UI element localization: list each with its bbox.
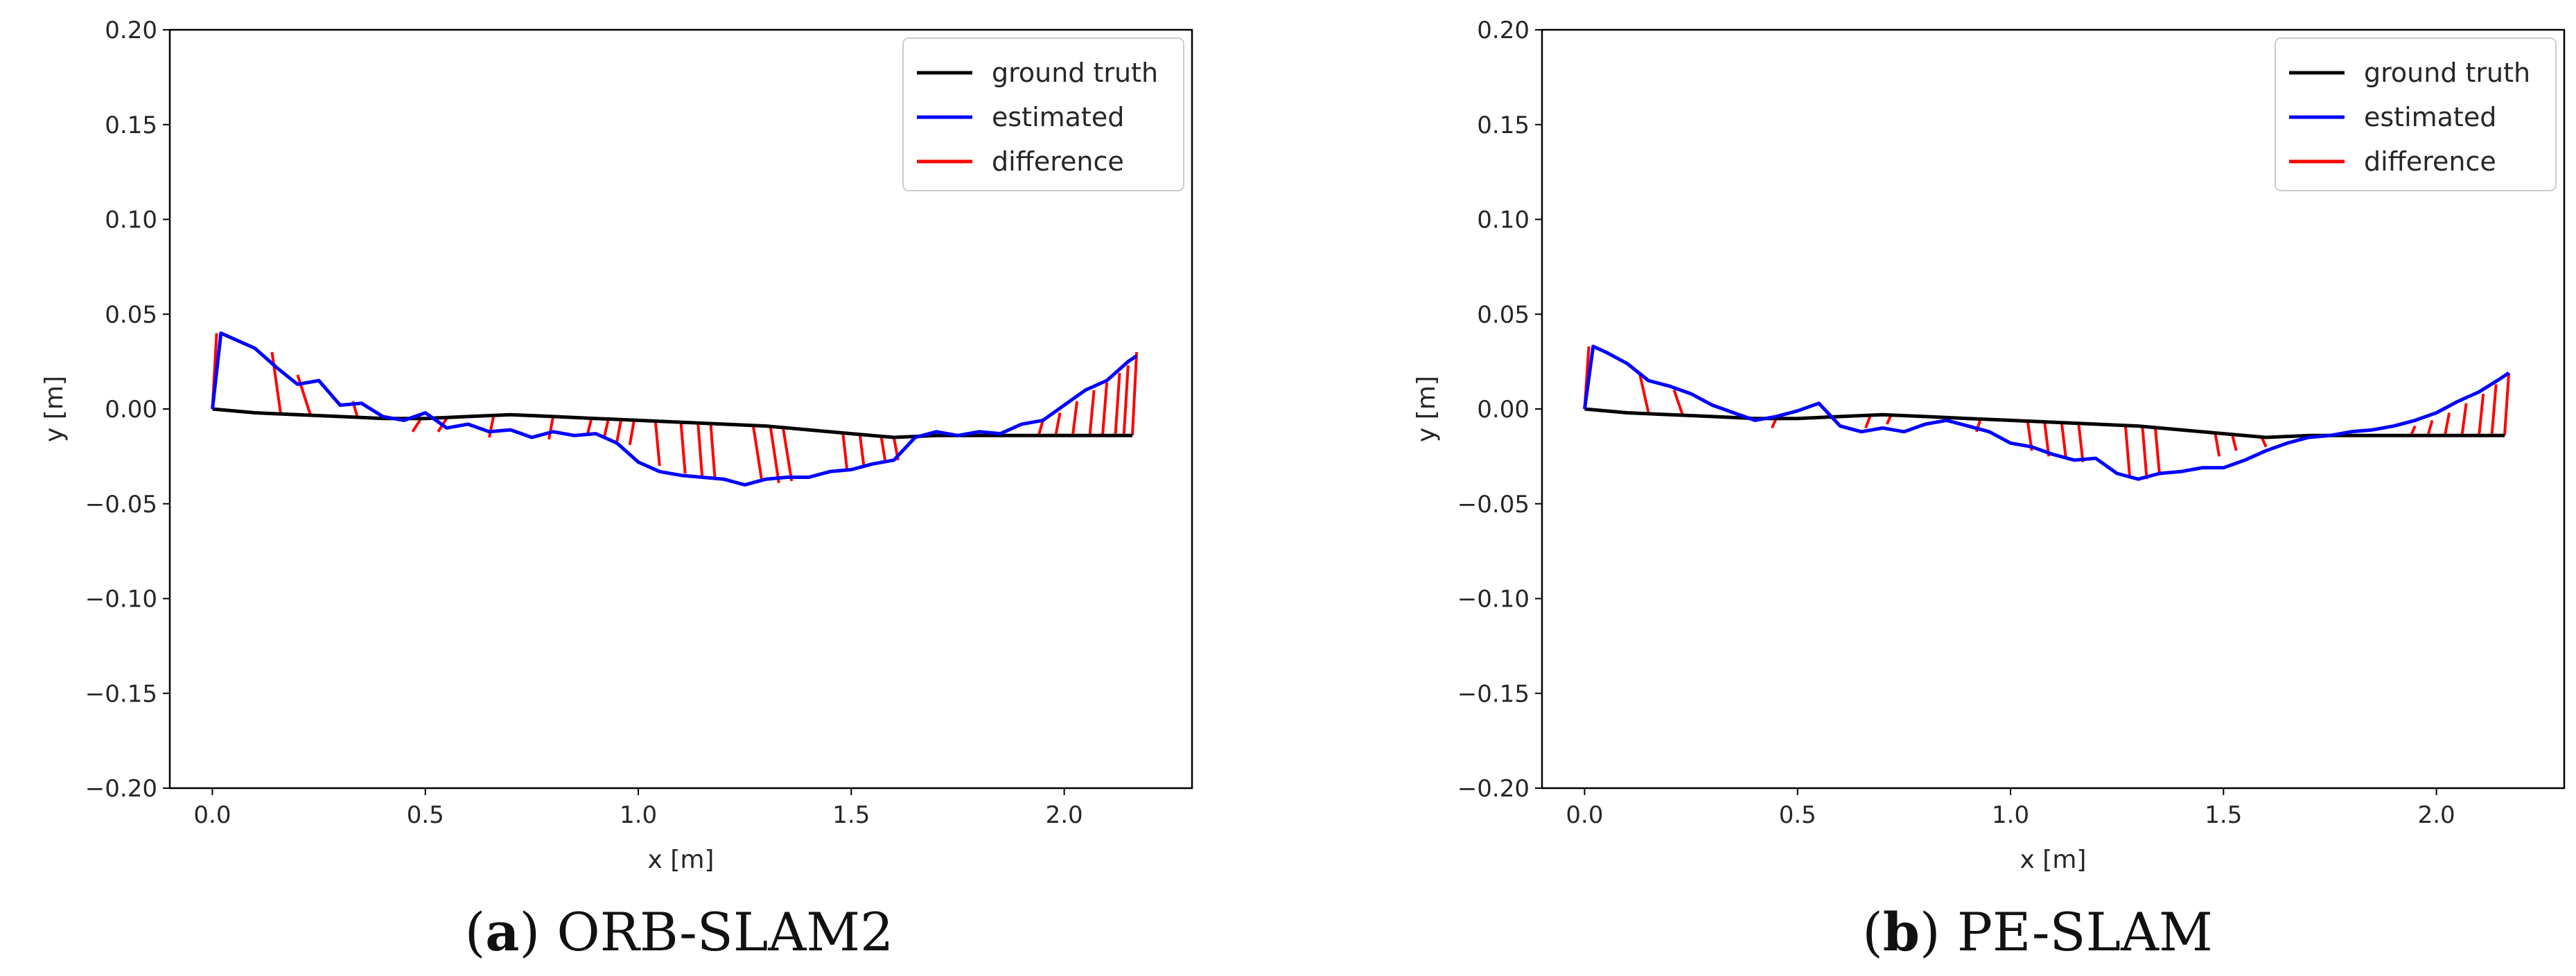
- x-axis-label: x [m]: [2020, 846, 2087, 874]
- difference-segment: [2260, 437, 2268, 448]
- difference-segment: [2460, 403, 2468, 436]
- y-tick-label: 0.10: [105, 207, 157, 234]
- difference-segment: [1638, 374, 1650, 413]
- difference-segment: [2443, 412, 2451, 436]
- difference-segment: [270, 351, 282, 413]
- difference-segment: [2141, 428, 2148, 480]
- difference-segment: [2123, 426, 2132, 478]
- difference-segment: [654, 420, 661, 467]
- x-tick-label: 0.5: [407, 801, 444, 829]
- y-tick-label: 0.00: [1477, 396, 1530, 424]
- difference-segment: [841, 431, 849, 470]
- y-axis-label: y [m]: [1412, 376, 1441, 442]
- estimated-line: [211, 331, 1138, 487]
- x-tick-label: 0.0: [1566, 801, 1603, 829]
- y-tick-label: 0.20: [1477, 17, 1530, 44]
- caption-b-letter: b: [1882, 901, 1920, 963]
- x-tick-label: 1.5: [832, 801, 870, 829]
- y-axis-label: y [m]: [40, 376, 69, 442]
- x-tick-label: 2.0: [2418, 801, 2455, 829]
- y-tick-label: −0.10: [85, 586, 157, 613]
- x-tick-label: 0.5: [1779, 801, 1816, 829]
- ground-truth-line: [1584, 407, 2505, 439]
- plot-frame: [168, 28, 1193, 790]
- difference-segment: [1672, 389, 1684, 415]
- difference-segment: [602, 418, 610, 438]
- x-tick-label: 0.0: [193, 801, 231, 829]
- difference-segment: [628, 420, 636, 446]
- y-tick-label: 0.05: [105, 301, 157, 329]
- caption-a-text: ORB-SLAM2: [557, 901, 894, 963]
- y-tick-label: −0.10: [1457, 586, 1530, 613]
- y-tick-label: −0.15: [85, 680, 157, 708]
- difference-segment: [1037, 419, 1044, 436]
- difference-segment: [296, 374, 312, 415]
- caption-b-text: PE-SLAM: [1956, 901, 2213, 963]
- difference-segment: [879, 435, 887, 462]
- difference-segment: [782, 428, 794, 482]
- legend-label: estimated: [992, 102, 1124, 132]
- difference-segment: [2154, 428, 2162, 476]
- estimated-line: [1583, 345, 2510, 481]
- difference-segment: [2214, 431, 2221, 457]
- difference-segment: [1130, 351, 1139, 436]
- legend-label: estimated: [2364, 102, 2496, 132]
- chart-pe-slam: 0.20 0.15 0.10 0.05 0.00 −0.05 −0.10 −0.15 −0.20…: [1412, 17, 2566, 874]
- difference-segment: [2043, 421, 2051, 457]
- legend-label: ground truth: [992, 58, 1158, 88]
- caption-a: (a) ORB-SLAM2: [464, 901, 894, 963]
- y-tick-label: 0.20: [105, 17, 157, 44]
- difference-segment: [1088, 390, 1096, 436]
- difference-segment: [1071, 401, 1079, 436]
- ground-truth-line: [212, 407, 1132, 439]
- y-tick-label: 0.05: [1477, 301, 1530, 329]
- x-axis-label: x [m]: [648, 846, 715, 874]
- legend-box: [2275, 37, 2557, 191]
- difference-segment: [752, 426, 764, 482]
- caption-a-letter: a: [485, 901, 520, 963]
- chart-orb-slam2: 0.20 0.15 0.10 0.05 0.00 −0.05 −0.10 −0.15 −0.20…: [40, 17, 1193, 874]
- difference-segment: [411, 417, 423, 433]
- difference-segment: [615, 418, 623, 442]
- legend-label: difference: [992, 146, 1124, 177]
- caption-b: (b) PE-SLAM: [1862, 901, 2213, 963]
- y-tick-label: −0.15: [1457, 680, 1530, 708]
- difference-segment: [2060, 421, 2067, 459]
- x-tick-label: 1.0: [1992, 801, 2029, 829]
- y-tick-label: −0.20: [85, 775, 157, 803]
- y-tick-label: 0.00: [105, 396, 157, 424]
- difference-segment: [696, 421, 704, 478]
- difference-segment: [2478, 393, 2485, 436]
- y-tick-label: −0.05: [85, 491, 157, 518]
- difference-segment: [2230, 433, 2238, 451]
- legend-label: difference: [2364, 146, 2496, 177]
- difference-segment: [858, 433, 866, 469]
- difference-segment: [1122, 365, 1130, 436]
- legend-label: ground truth: [2364, 58, 2530, 88]
- difference-segment: [2077, 424, 2085, 462]
- plot-frame: [1541, 28, 2566, 790]
- y-tick-label: 0.15: [105, 112, 157, 139]
- x-tick-label: 2.0: [1046, 801, 1083, 829]
- x-tick-label: 1.5: [2205, 801, 2242, 829]
- difference-segment: [547, 416, 555, 440]
- difference-segment: [1101, 382, 1109, 436]
- y-tick-label: −0.05: [1457, 491, 1530, 518]
- difference-segment: [709, 424, 717, 480]
- difference-segment: [1054, 412, 1062, 436]
- difference-segment: [679, 421, 687, 474]
- legend-box: [902, 37, 1184, 191]
- difference-segment: [487, 416, 496, 438]
- difference-segment: [2426, 419, 2434, 436]
- difference-segment: [1864, 416, 1872, 429]
- y-tick-label: −0.20: [1457, 775, 1530, 803]
- difference-segment: [1114, 372, 1121, 436]
- x-tick-label: 1.0: [620, 801, 657, 829]
- y-tick-label: 0.15: [1477, 112, 1530, 139]
- difference-segment: [2490, 384, 2498, 436]
- y-tick-label: 0.10: [1477, 207, 1530, 234]
- difference-segment: [2503, 372, 2511, 436]
- difference-segment: [769, 426, 780, 483]
